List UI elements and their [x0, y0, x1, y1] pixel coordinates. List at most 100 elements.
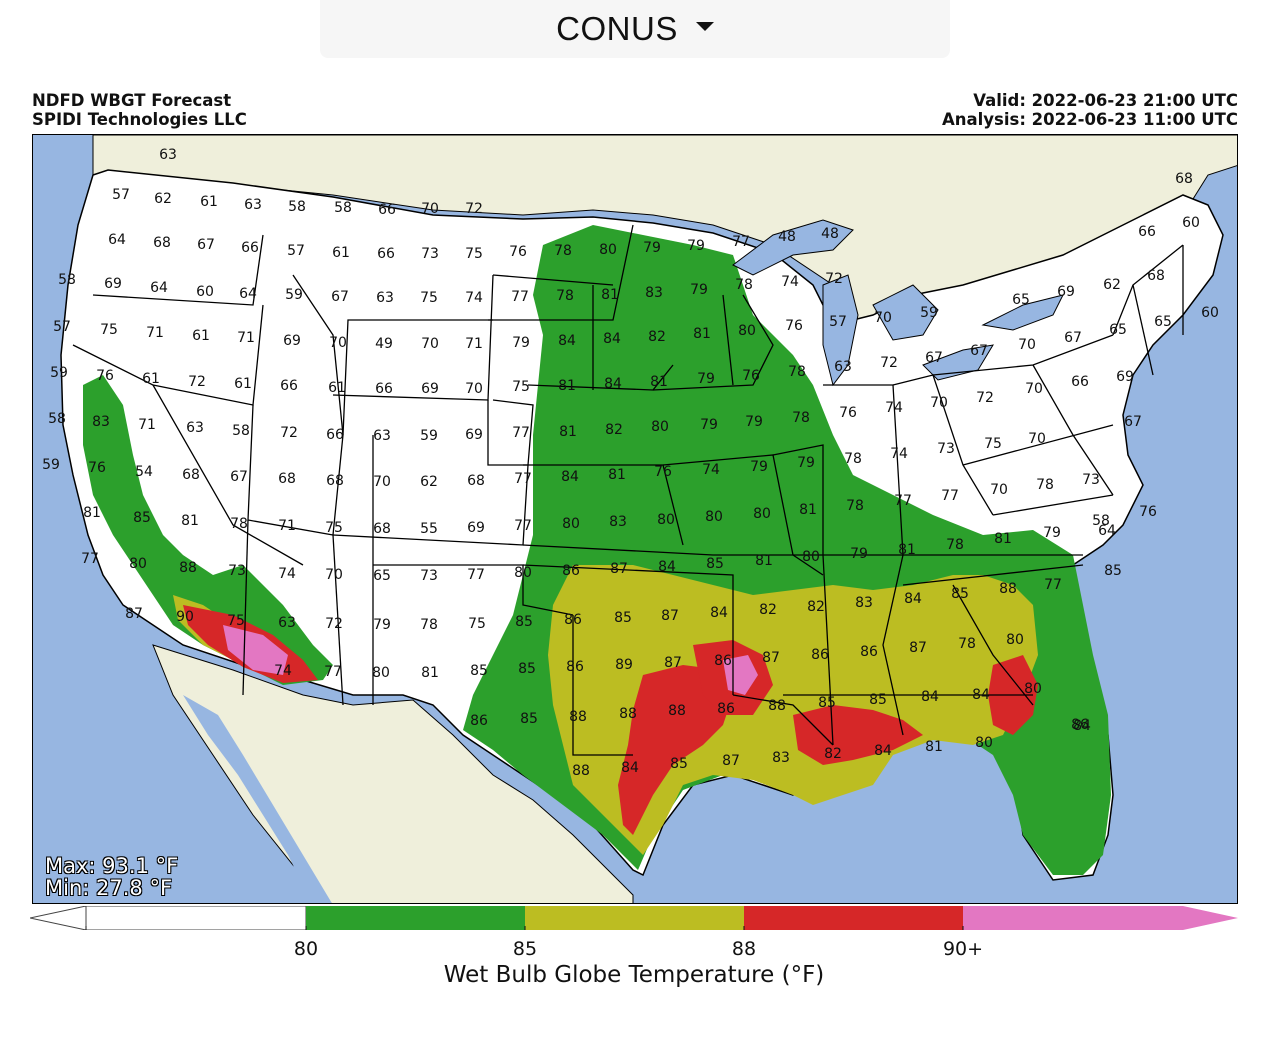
wbgt-80-85-california: [83, 375, 333, 685]
station-value: 59: [42, 457, 60, 473]
station-value: 73: [421, 246, 439, 262]
station-value: 85: [133, 510, 151, 526]
station-value: 63: [278, 615, 296, 631]
station-value: 82: [648, 329, 666, 345]
station-value: 76: [742, 368, 760, 384]
station-value: 70: [329, 335, 347, 351]
station-value: 58: [1092, 513, 1110, 529]
station-value: 72: [976, 390, 994, 406]
station-value: 67: [1064, 330, 1082, 346]
station-value: 75: [100, 322, 118, 338]
station-value: 85: [706, 556, 724, 572]
station-value: 66: [241, 240, 259, 256]
colorbar-tick-80: 80: [293, 938, 319, 960]
station-value: 78: [946, 537, 964, 553]
station-value: 58: [232, 423, 250, 439]
station-value: 74: [702, 462, 720, 478]
station-value: 81: [898, 542, 916, 558]
station-value: 79: [797, 455, 815, 471]
station-value: 74: [885, 400, 903, 416]
station-value: 77: [894, 493, 912, 509]
station-value: 65: [1154, 314, 1172, 330]
station-value: 79: [690, 282, 708, 298]
station-value: 73: [420, 568, 438, 584]
wbgt-88-90-gulf: [793, 705, 923, 765]
station-value: 72: [465, 201, 483, 217]
station-value: 77: [732, 234, 750, 250]
station-value: 71: [138, 417, 156, 433]
station-value: 84: [1073, 718, 1091, 734]
station-value: 82: [824, 746, 842, 762]
colorbar-bin-85-88: [525, 906, 744, 930]
station-value: 78: [556, 288, 574, 304]
station-value: 78: [554, 243, 572, 259]
wbgt-map: 63 57 62 61 63 58 58 66 70 72 64 68 67 66 57 61 66 73 75 76…: [32, 134, 1238, 904]
station-value: 81: [650, 374, 668, 390]
station-value: 75: [468, 616, 486, 632]
station-value: 71: [146, 325, 164, 341]
wbgt-88-90-texas: [618, 665, 733, 835]
station-value: 82: [605, 422, 623, 438]
station-value: 84: [604, 376, 622, 392]
station-value: 69: [465, 427, 483, 443]
station-value: 69: [1116, 369, 1134, 385]
station-value: 68: [1175, 171, 1193, 187]
station-value: 66: [378, 202, 396, 218]
colorbar-bin-90-plus: [963, 906, 1183, 930]
station-value: 57: [287, 243, 305, 259]
station-value: 86: [811, 647, 829, 663]
map-canvas: 63 57 62 61 63 58 58 66 70 72 64 68 67 66 57 61 66 73 75 76…: [33, 135, 1237, 903]
station-value: 80: [372, 665, 390, 681]
station-value: 83: [645, 285, 663, 301]
region-dropdown[interactable]: CONUS: [320, 0, 950, 58]
max-value: Max: 93.1 °F: [45, 854, 179, 878]
station-value: 67: [230, 469, 248, 485]
station-value: 67: [970, 343, 988, 359]
station-value: 88: [179, 560, 197, 576]
station-value: 67: [197, 237, 215, 253]
station-value: 80: [599, 242, 617, 258]
station-value: 62: [154, 191, 172, 207]
station-value: 81: [421, 665, 439, 681]
station-value: 78: [846, 498, 864, 514]
station-values: 63 57 62 61 63 58 58 66 70 72 64 68 67 66 57 61 66 73 75 76…: [42, 147, 1219, 779]
station-value: 54: [135, 464, 153, 480]
colorbar-bin-80-85: [306, 906, 525, 930]
station-value: 78: [844, 451, 862, 467]
station-value: 81: [925, 739, 943, 755]
map-header-right: Valid: 2022-06-23 21:00 UTC Analysis: 20…: [942, 91, 1238, 129]
chevron-down-icon: [695, 21, 714, 31]
station-value: 77: [514, 518, 532, 534]
station-value: 80: [802, 549, 820, 565]
station-value: 66: [280, 378, 298, 394]
station-value: 80: [705, 509, 723, 525]
map-header-left: NDFD WBGT Forecast SPIDI Technologies LL…: [32, 91, 247, 129]
station-value: 69: [1057, 284, 1075, 300]
station-value: 87: [610, 561, 628, 577]
station-value: 80: [651, 419, 669, 435]
station-value: 86: [564, 612, 582, 628]
station-value: 70: [990, 482, 1008, 498]
station-value: 89: [615, 657, 633, 673]
station-value: 79: [687, 238, 705, 254]
station-value: 88: [668, 703, 686, 719]
station-value: 66: [1138, 224, 1156, 240]
station-value: 59: [285, 287, 303, 303]
station-value: 77: [324, 664, 342, 680]
station-value: 78: [1036, 477, 1054, 493]
wbgt-85-88-south: [548, 565, 1038, 855]
station-value: 64: [1098, 523, 1116, 539]
station-value: 80: [975, 735, 993, 751]
station-value: 87: [909, 640, 927, 656]
station-value: 74: [781, 274, 799, 290]
station-value: 80: [514, 565, 532, 581]
station-value: 71: [278, 518, 296, 534]
station-value: 67: [331, 289, 349, 305]
station-value: 65: [1109, 322, 1127, 338]
map-title: NDFD WBGT Forecast: [32, 91, 232, 110]
station-value: 80: [1006, 632, 1024, 648]
station-value: 48: [821, 226, 839, 242]
station-value: 64: [239, 286, 257, 302]
station-value: 68: [153, 235, 171, 251]
station-value: 76: [509, 244, 527, 260]
